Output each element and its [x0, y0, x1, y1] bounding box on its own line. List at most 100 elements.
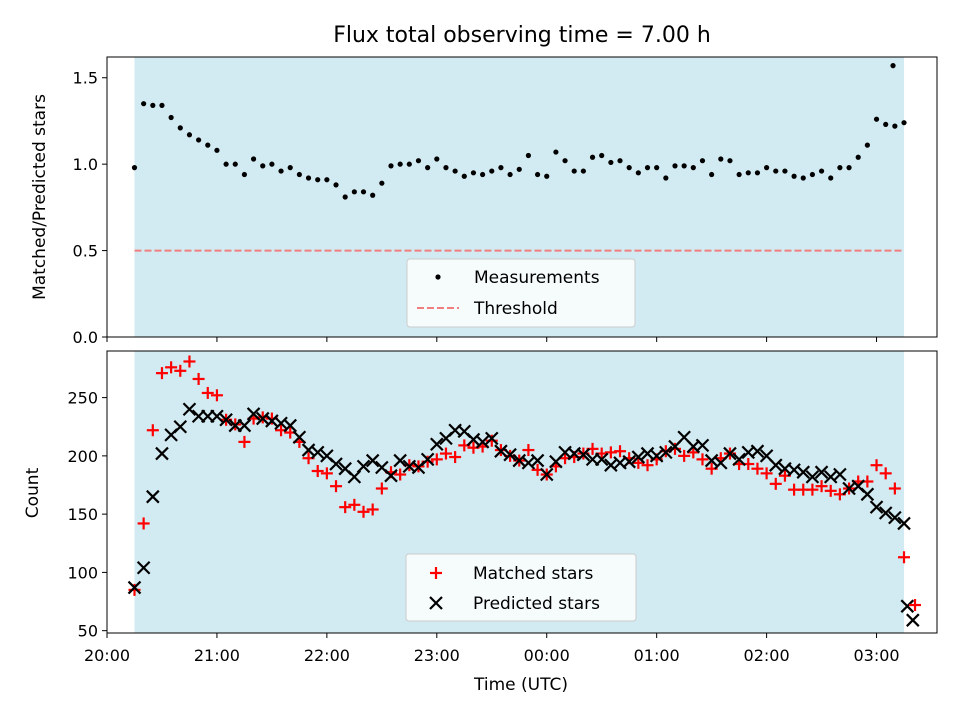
measurement-point: [232, 161, 238, 167]
predicted-star-point: [173, 419, 188, 434]
measurement-point: [324, 177, 330, 183]
matched-star-point: [614, 445, 627, 458]
measurement-point: [205, 142, 211, 148]
predicted-star-point: [878, 506, 893, 520]
x-tick-label: 02:00: [744, 646, 790, 665]
measurement-point: [654, 165, 660, 171]
measurement-point: [360, 189, 367, 195]
predicted-star-point: [888, 510, 902, 525]
measurement-point: [553, 149, 559, 155]
measurement-point: [250, 156, 257, 162]
predicted-star-point: [833, 467, 847, 482]
matched-star-point: [449, 451, 462, 464]
measurement-point: [644, 165, 651, 171]
matched-star-point: [485, 434, 498, 447]
measurement-point: [764, 165, 770, 171]
matched-star-point: [439, 447, 452, 460]
matched-star-point: [641, 459, 654, 472]
measurement-point: [370, 192, 376, 198]
matched-star-point: [760, 467, 773, 480]
matched-star-point: [174, 364, 187, 377]
x-tick-label: 23:00: [414, 646, 460, 665]
measurement-point: [296, 171, 302, 178]
measurement-point: [580, 168, 586, 174]
predicted-star-point: [356, 459, 371, 474]
count-panel: 50 100 150 200 250 20:00 21:00 22:00 23:00 00:00…: [23, 350, 938, 695]
legend-label-predicted: Predicted stars: [473, 594, 600, 614]
measurement-point: [186, 132, 193, 138]
matched-star-point: [522, 444, 535, 457]
measurement-point: [901, 120, 907, 126]
matched-star-point: [668, 442, 681, 455]
measurement-point: [589, 154, 596, 160]
matched-star-point: [394, 468, 407, 481]
matched-star-point: [330, 480, 343, 493]
measurement-point: [745, 170, 751, 176]
matched-star-point: [696, 453, 709, 466]
measurement-point: [305, 175, 312, 181]
x-tick-label: 21:00: [194, 646, 240, 665]
measurement-point: [818, 168, 825, 174]
count-legend: Matched stars Predicted stars: [405, 553, 637, 622]
predicted-star-point: [900, 599, 915, 613]
measurement-point: [864, 142, 870, 148]
matched-star-point: [678, 449, 691, 462]
matched-star-point: [879, 467, 892, 480]
ratio-panel-frame: [106, 56, 938, 338]
measurement-point: [150, 102, 156, 108]
measurement-point: [736, 171, 742, 178]
x-tick-label: 03:00: [853, 646, 899, 665]
measurement-point: [791, 173, 797, 179]
measurement-point: [260, 163, 266, 169]
matched-star-point: [357, 505, 370, 518]
measurement-point: [599, 152, 605, 159]
measurement-point: [351, 189, 357, 195]
measurement-point: [177, 125, 183, 131]
predicted-star-point: [484, 431, 499, 446]
ratio-y-tick-label: 1.0: [73, 155, 98, 174]
predicted-star-point: [659, 445, 673, 460]
measurement-point: [892, 123, 898, 129]
matched-star-point: [165, 361, 178, 374]
measurement-point: [241, 171, 248, 178]
measurement-point: [415, 158, 422, 164]
measurement-point: [883, 121, 889, 128]
measurement-point: [159, 102, 165, 108]
matched-star-point: [751, 462, 764, 475]
measurement-point: [397, 161, 403, 167]
measurement-point: [406, 161, 412, 167]
measurement-point: [773, 168, 779, 174]
matched-star-point: [888, 482, 901, 495]
measurement-point: [562, 158, 568, 164]
matched-star-point: [339, 501, 352, 514]
ratio-y-tick-label: 0.5: [73, 242, 98, 261]
count-panel-frame: [106, 350, 938, 634]
matched-star-point: [870, 459, 883, 472]
measurement-point: [525, 152, 532, 159]
measurement-point: [635, 170, 641, 176]
measurement-point: [452, 168, 458, 174]
measurement-point: [507, 171, 513, 178]
legend-label-measurements: Measurements: [474, 268, 600, 288]
measurement-point: [855, 154, 861, 160]
legend-label-threshold: Threshold: [473, 299, 558, 319]
measurement-point: [782, 168, 788, 174]
matched-star-point: [604, 446, 617, 459]
predicted-star-point: [127, 580, 142, 595]
predicted-star-point: [539, 467, 554, 482]
measurement-point: [828, 175, 834, 181]
measurement-point: [837, 165, 843, 171]
predicted-star-point: [310, 445, 325, 460]
predicted-star-point: [649, 449, 664, 463]
predicted-star-point: [430, 437, 444, 452]
measurement-point: [890, 63, 896, 69]
predicted-star-point: [494, 444, 508, 458]
count-y-tick-label: 100: [67, 563, 98, 582]
predicted-star-point: [283, 418, 298, 433]
matched-star-point: [128, 583, 141, 596]
predicted-star-point: [723, 446, 737, 461]
measurement-point: [672, 163, 678, 169]
predicted-star-point: [622, 454, 636, 469]
predicted-star-point: [695, 438, 710, 453]
